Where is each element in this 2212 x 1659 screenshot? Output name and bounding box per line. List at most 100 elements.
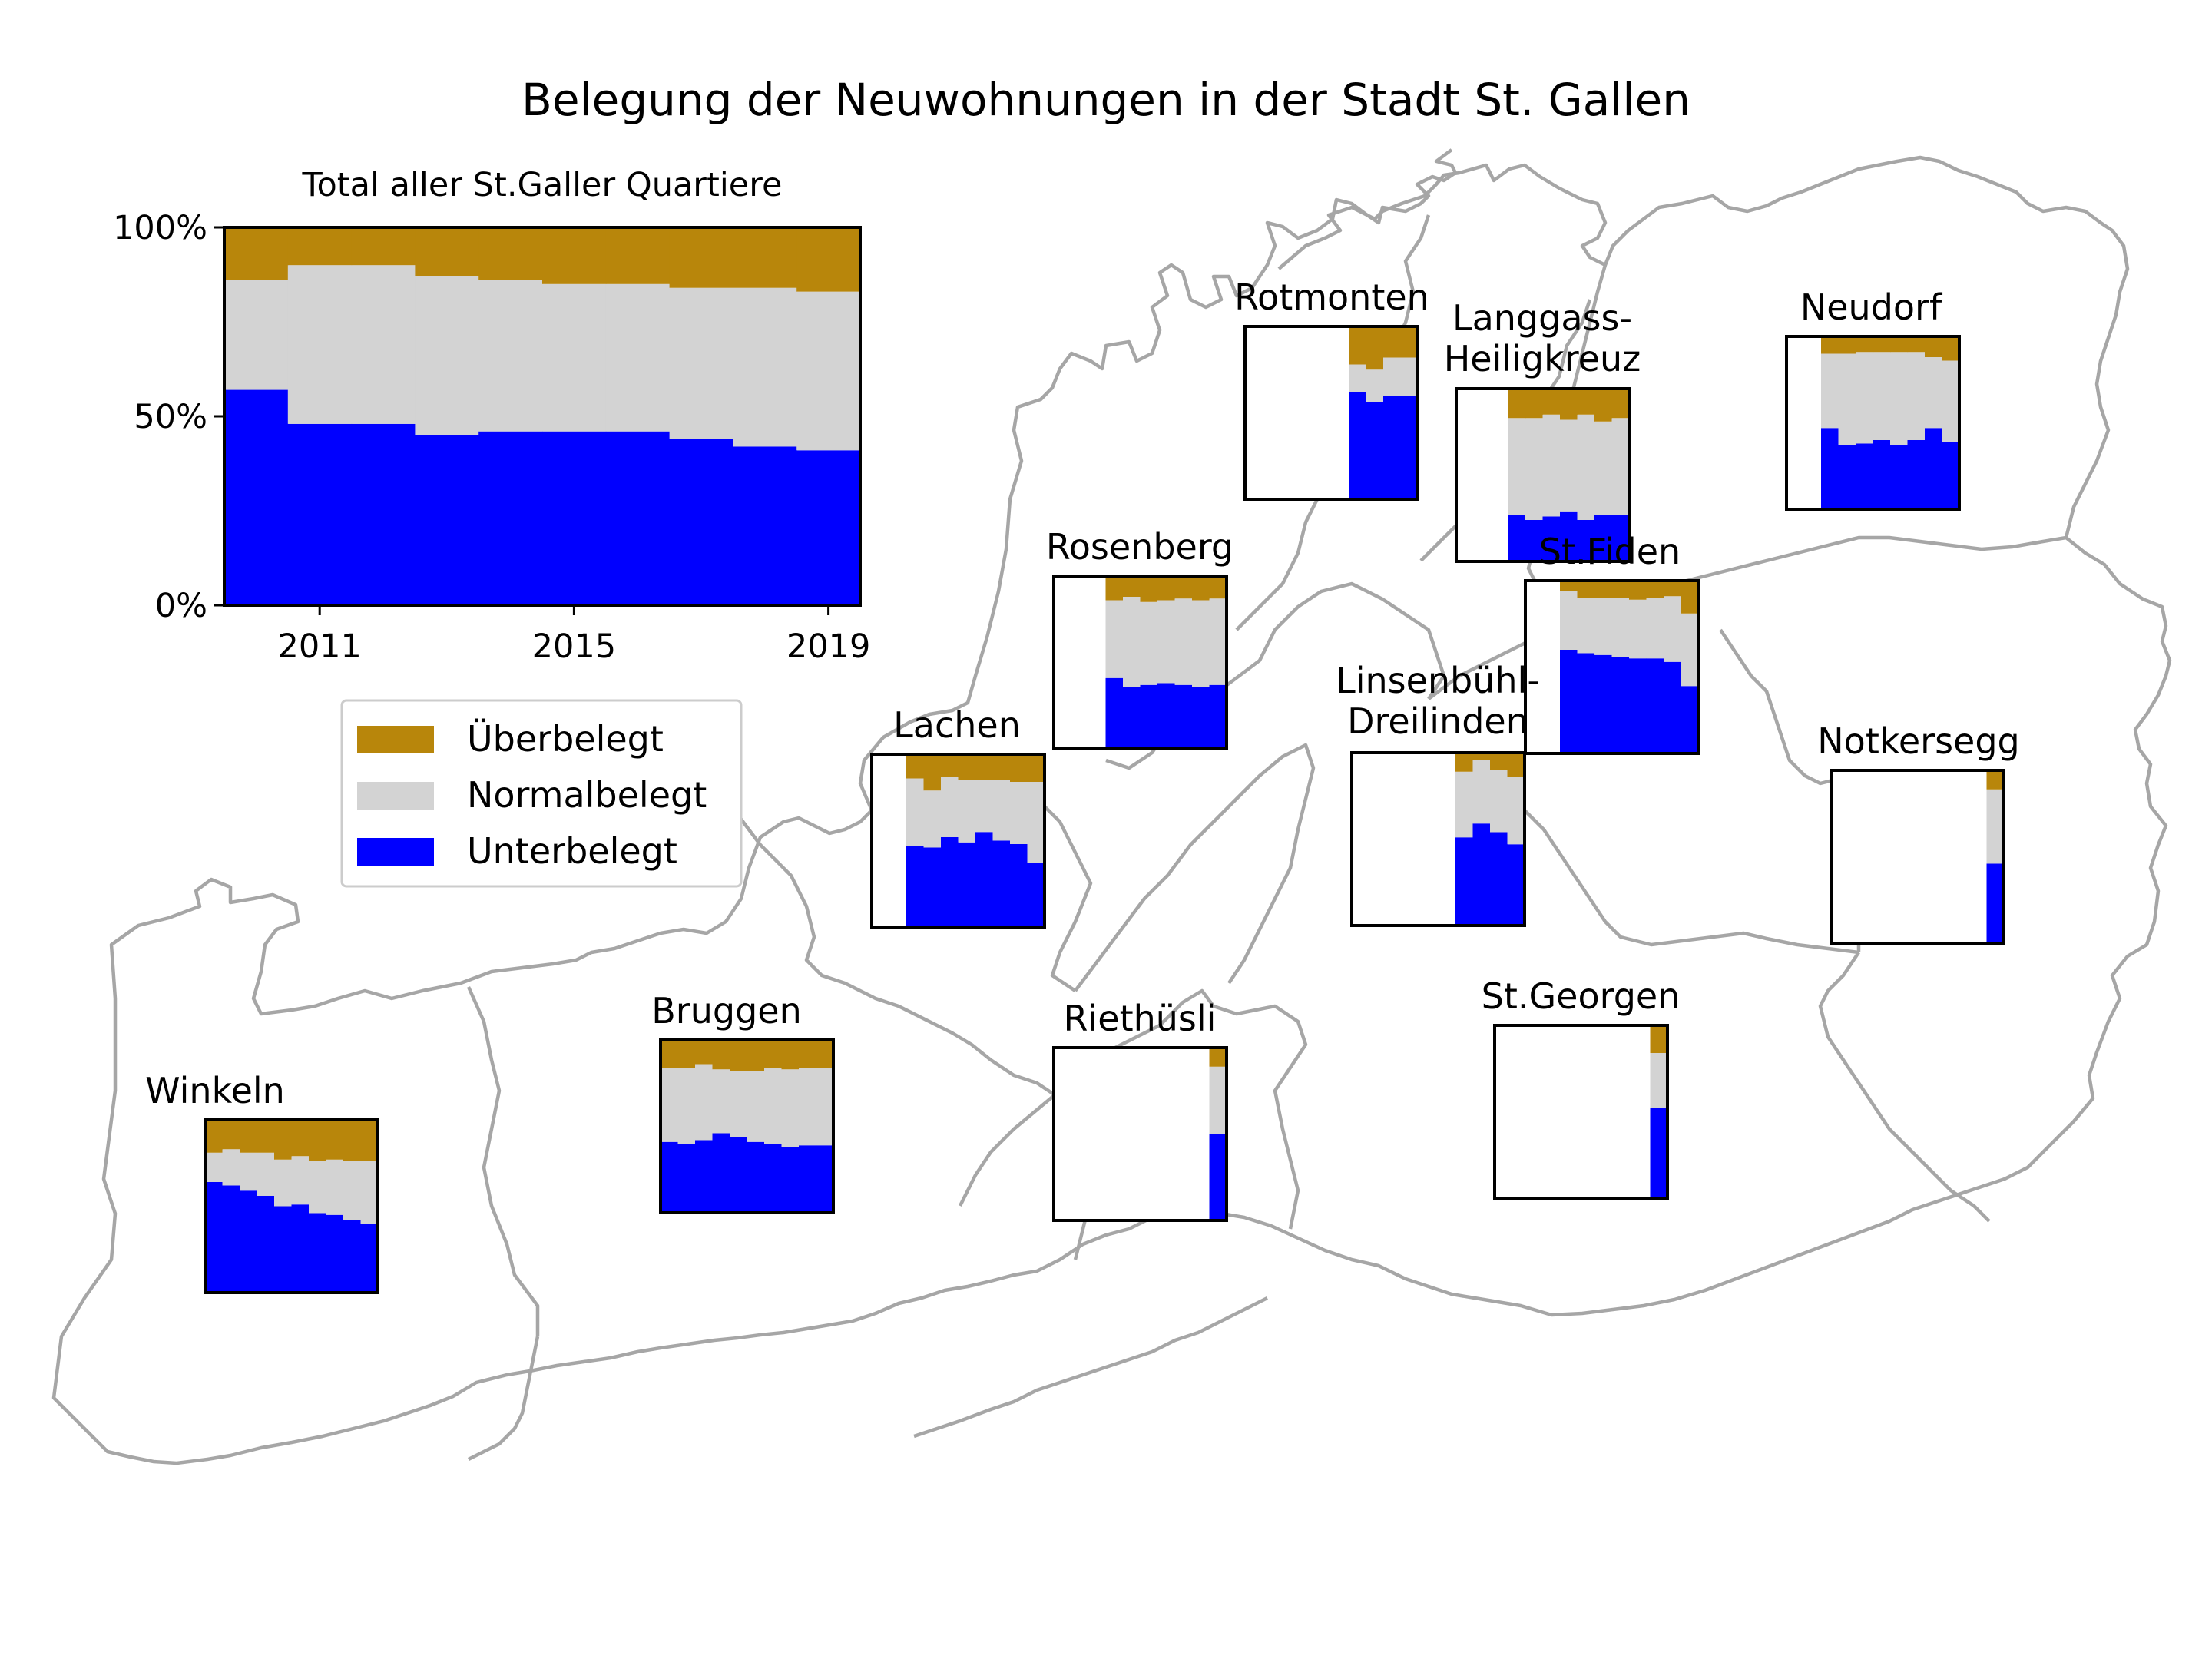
quarter-winkeln-bar-ueber-2 (240, 1120, 258, 1153)
quarter-neudorf-bar-unter-3 (1838, 445, 1856, 509)
map-inner-2 (736, 813, 1077, 1108)
quarter-neudorf-bar-normal-3 (1838, 353, 1856, 445)
total-bar-ueber-9 (796, 227, 861, 292)
total-bar-normal-2 (351, 265, 416, 424)
total-bar-ueber-5 (542, 227, 607, 284)
quarter-bruggen-label: Bruggen (651, 990, 801, 1031)
total-bar-unter-3 (415, 435, 479, 605)
quarter-langgass-heiligkreuz-bar-unter-7 (1577, 520, 1595, 561)
x-tick-label-2: 2019 (786, 628, 870, 666)
quarter-lachen-bar-ueber-5 (958, 754, 976, 780)
quarter-linsenb-hl-dreilinden-bar-normal-7 (1472, 760, 1491, 824)
quarter-lachen-bar-unter-5 (958, 842, 976, 927)
map-inner-4 (958, 988, 1308, 1230)
quarter-notkersegg-bg (1831, 770, 2004, 943)
quarter-langgass-heiligkreuz-bar-ueber-3 (1508, 389, 1526, 419)
quarter-winkeln-bar-normal-7 (326, 1159, 344, 1215)
quarter-langgass-heiligkreuz-bar-ueber-5 (1542, 389, 1561, 415)
quarter-lachen-bar-unter-6 (975, 832, 994, 927)
quarter-winkeln-label: Winkeln (145, 1070, 285, 1111)
quarter-neudorf-bar-unter-6 (1890, 445, 1909, 509)
quarter-rosenberg-bar-normal-9 (1209, 598, 1227, 685)
quarter-bruggen-bar-unter-5 (747, 1141, 765, 1213)
quarter-neudorf-bar-unter-4 (1856, 443, 1874, 509)
quarter-st-fiden-bar-unter-7 (1646, 658, 1664, 753)
quarter-st-fiden-frame (1524, 579, 1700, 755)
quarter-st-fiden-bar-normal-7 (1646, 598, 1664, 659)
quarter-neudorf-bar-unter-5 (1873, 440, 1891, 509)
quarter-neudorf-bar-normal-4 (1856, 352, 1874, 444)
quarter-lachen-label: Lachen (893, 704, 1021, 746)
quarter-rotmonten: Rotmonten (1234, 276, 1429, 501)
quarter-lachen-bar-normal-9 (1027, 782, 1045, 863)
quarter-st-georgen-bg (1495, 1025, 1667, 1198)
quarter-notkersegg-label: Notkersegg (1817, 720, 2019, 762)
quarter-bruggen-bar-normal-7 (781, 1069, 800, 1147)
total-bar-unter-4 (478, 431, 543, 605)
quarter-winkeln-bar-normal-2 (240, 1152, 258, 1191)
quarter-lachen-bar-ueber-2 (906, 754, 925, 779)
quarter-linsenb-hl-dreilinden-bar-normal-6 (1455, 771, 1474, 838)
quarter-langgass-heiligkreuz-bar-ueber-8 (1594, 389, 1613, 422)
quarter-lachen-bar-normal-8 (1010, 782, 1028, 844)
quarter-bruggen-bar-ueber-0 (661, 1040, 679, 1068)
map-outline-south (94, 1204, 1552, 1465)
quarter-winkeln-bar-normal-6 (309, 1161, 327, 1214)
quarter-rosenberg-bar-unter-3 (1105, 677, 1124, 749)
total-bar-unter-2 (351, 423, 416, 605)
quarter-st-fiden-bar-normal-2 (1560, 591, 1578, 650)
quarter-winkeln-bar-normal-5 (291, 1156, 310, 1205)
total-bar-unter-7 (669, 439, 733, 605)
quarter-linsenb-hl-dreilinden-bar-unter-6 (1455, 837, 1474, 926)
quarter-neudorf-bar-normal-8 (1925, 357, 1943, 429)
map-inner-15 (913, 1296, 1269, 1439)
map-inner-13 (1818, 951, 1991, 1223)
quarter-st-fiden-bar-ueber-2 (1560, 581, 1578, 591)
quarter-rosenberg-bar-normal-8 (1192, 600, 1210, 687)
quarter-winkeln-bar-ueber-9 (360, 1120, 379, 1161)
quarter-st-fiden-bar-unter-9 (1681, 686, 1699, 753)
quarter-lachen-bar-unter-2 (906, 846, 925, 927)
quarter-neudorf-bar-normal-6 (1890, 352, 1909, 445)
quarter-st-fiden-bar-normal-5 (1611, 598, 1630, 657)
x-tick-label-0: 2011 (277, 628, 361, 666)
quarter-st-georgen-frame (1493, 1024, 1669, 1200)
quarter-langgass-heiligkreuz-bar-ueber-7 (1577, 389, 1595, 415)
quarter-winkeln-bar-ueber-1 (222, 1120, 240, 1150)
legend-label-normalbelegt: Normalbelegt (467, 774, 707, 816)
quarter-st-fiden-bar-normal-9 (1681, 613, 1699, 687)
quarter-rosenberg-frame (1052, 575, 1228, 750)
legend-label-ueberbelegt: Überbelegt (467, 718, 664, 760)
quarter-st-georgen-bar-normal-9 (1650, 1053, 1668, 1108)
quarter-lachen-bar-normal-4 (941, 777, 959, 837)
quarter-winkeln-bar-ueber-7 (326, 1120, 344, 1160)
quarter-rosenberg-bar-ueber-3 (1105, 576, 1124, 601)
quarter-neudorf-bar-ueber-3 (1838, 336, 1856, 354)
quarter-neudorf-bar-ueber-9 (1942, 336, 1960, 361)
quarter-rieth-sli: Riethüsli (1052, 998, 1228, 1222)
quarter-neudorf-bar-unter-2 (1821, 428, 1839, 509)
quarter-bruggen-frame (659, 1038, 835, 1214)
quarter-langgass-heiligkreuz-bar-ueber-6 (1560, 389, 1578, 420)
quarter-neudorf: Neudorf (1785, 286, 1961, 511)
quarter-lachen-bar-ueber-4 (941, 754, 959, 777)
total-bar-normal-9 (796, 291, 861, 451)
quarter-rosenberg-bar-ueber-5 (1140, 576, 1158, 602)
quarter-bruggen-bar-ueber-2 (695, 1040, 714, 1065)
quarter-langgass-heiligkreuz-bar-normal-7 (1577, 414, 1595, 520)
quarter-rotmonten-bar-unter-6 (1349, 392, 1367, 499)
quarter-st-georgen-label: St.Georgen (1482, 975, 1681, 1017)
quarter-rotmonten-label: Rotmonten (1234, 276, 1429, 318)
quarter-rotmonten-bar-normal-6 (1349, 364, 1367, 392)
map-outline-west (51, 148, 1458, 1442)
total-bar-ueber-2 (351, 227, 416, 266)
quarter-neudorf-bar-normal-2 (1821, 353, 1839, 429)
quarter-rotmonten-bar-normal-9 (1400, 357, 1419, 396)
quarter-langgass-heiligkreuz-bar-ueber-4 (1525, 389, 1544, 419)
quarter-linsenb-hl-dreilinden: Linsenbühl-Dreilinden (1336, 660, 1540, 927)
quarter-rosenberg-bar-ueber-4 (1123, 576, 1141, 597)
quarter-neudorf-label: Neudorf (1800, 286, 1943, 328)
quarter-langgass-heiligkreuz-bar-unter-6 (1560, 511, 1578, 561)
quarter-bruggen-bar-normal-1 (677, 1068, 696, 1144)
